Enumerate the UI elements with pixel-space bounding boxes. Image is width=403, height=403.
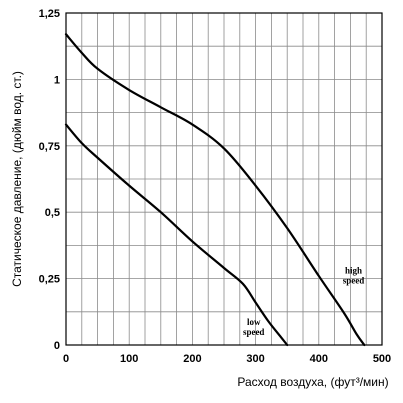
x-tick-label: 300 <box>246 353 264 365</box>
series-label-high-speed: high <box>345 265 362 275</box>
plot-frame <box>65 12 383 346</box>
x-tick-label: 0 <box>63 353 69 365</box>
x-axis-title: Расход воздуха, (фут³/мин) <box>237 375 388 389</box>
series-line-high-speed <box>64 33 366 347</box>
series-label-low-speed: speed <box>243 327 265 337</box>
x-tick-label: 200 <box>183 353 201 365</box>
x-tick-label: 400 <box>310 353 328 365</box>
x-tick-label: 500 <box>373 353 391 365</box>
series-label-high-speed: speed <box>343 275 365 285</box>
y-axis-title: Статическое давление, (дюйм вод. ст.) <box>10 71 24 287</box>
x-tick-label: 100 <box>120 353 138 365</box>
series-label-low-speed: low <box>247 317 261 327</box>
y-tick-label: 1 <box>54 74 60 86</box>
tick-labels: 0 100 200 300 400 500 0 0,25 0,5 0,75 1 1,25 <box>39 8 392 365</box>
y-tick-label: 0 <box>54 340 60 352</box>
y-tick-label: 0,25 <box>39 274 60 286</box>
grid <box>65 12 383 346</box>
series-line-low-speed <box>64 123 289 347</box>
y-tick-label: 1,25 <box>39 8 60 20</box>
curves <box>64 33 366 347</box>
y-tick-label: 0,75 <box>39 141 60 153</box>
y-tick-label: 0,5 <box>45 207 60 219</box>
